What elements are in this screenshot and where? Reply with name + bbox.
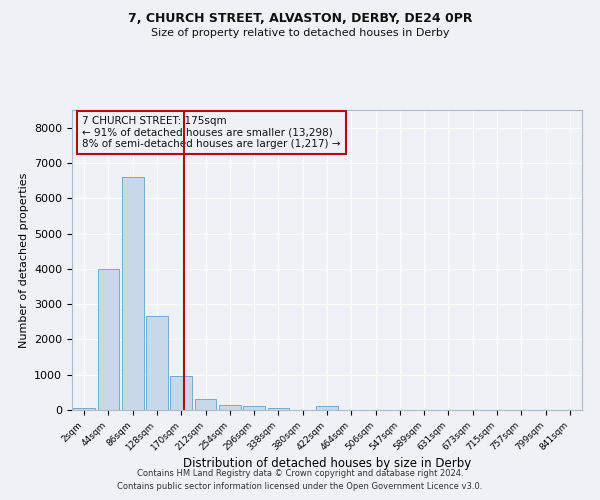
Bar — [146, 316, 168, 410]
Text: Size of property relative to detached houses in Derby: Size of property relative to detached ho… — [151, 28, 449, 38]
Bar — [73, 408, 95, 410]
Bar — [219, 406, 241, 410]
Bar — [268, 408, 289, 410]
Bar — [97, 269, 119, 410]
Bar — [194, 398, 217, 410]
Text: Contains HM Land Registry data © Crown copyright and database right 2024.: Contains HM Land Registry data © Crown c… — [137, 468, 463, 477]
Text: 7 CHURCH STREET: 175sqm
← 91% of detached houses are smaller (13,298)
8% of semi: 7 CHURCH STREET: 175sqm ← 91% of detache… — [82, 116, 341, 149]
Bar — [170, 376, 192, 410]
Bar — [243, 406, 265, 410]
Y-axis label: Number of detached properties: Number of detached properties — [19, 172, 29, 348]
Text: 7, CHURCH STREET, ALVASTON, DERBY, DE24 0PR: 7, CHURCH STREET, ALVASTON, DERBY, DE24 … — [128, 12, 472, 26]
X-axis label: Distribution of detached houses by size in Derby: Distribution of detached houses by size … — [183, 458, 471, 470]
Text: Contains public sector information licensed under the Open Government Licence v3: Contains public sector information licen… — [118, 482, 482, 491]
Bar — [316, 406, 338, 410]
Bar — [122, 177, 143, 410]
